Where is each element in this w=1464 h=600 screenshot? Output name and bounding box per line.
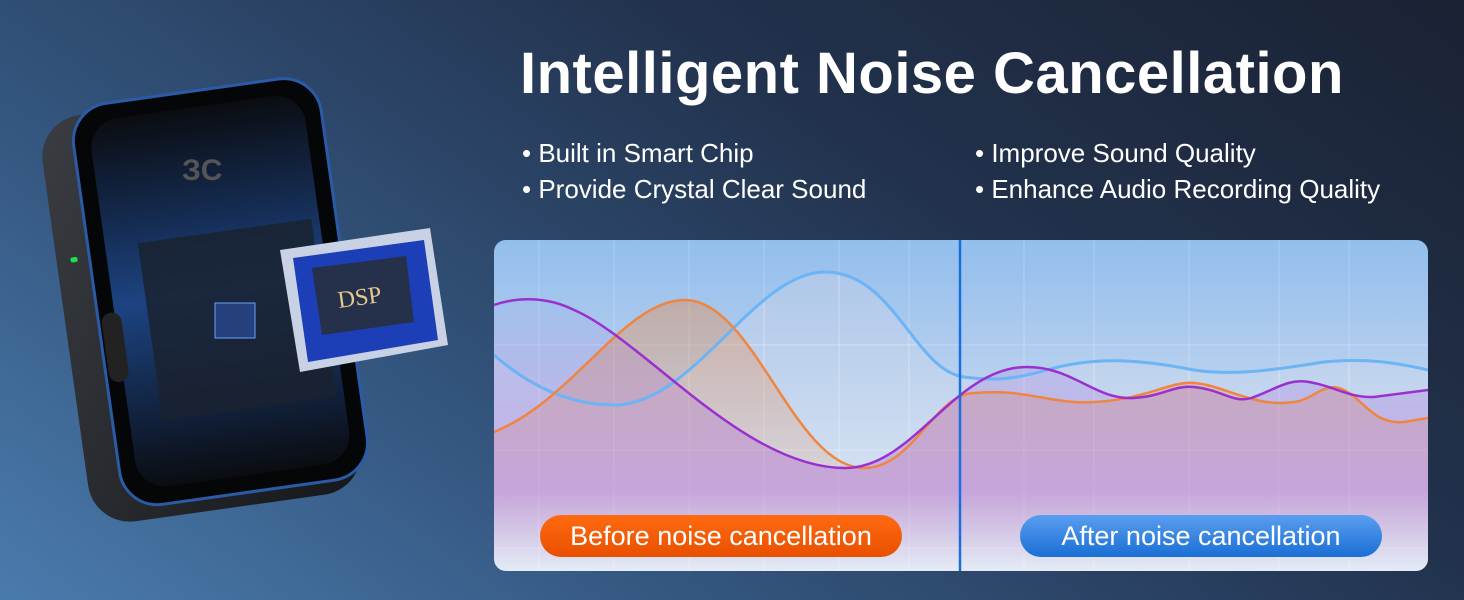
purple-wave bbox=[494, 298, 1428, 470]
feature-item: Improve Sound Quality bbox=[975, 135, 1380, 171]
dsp-chip-icon: DSP bbox=[214, 228, 448, 372]
noise-comparison-panel: Before noise cancellation After noise ca… bbox=[494, 240, 1428, 571]
feature-item: Built in Smart Chip bbox=[522, 135, 866, 171]
feature-item: Enhance Audio Recording Quality bbox=[975, 171, 1380, 207]
after-label: After noise cancellation bbox=[1020, 515, 1382, 557]
waveform-illustration bbox=[494, 240, 1428, 571]
feature-item: Provide Crystal Clear Sound bbox=[522, 171, 866, 207]
svg-text:DSP: DSP bbox=[336, 282, 383, 314]
blue-wave bbox=[494, 270, 1428, 407]
product-logo: ЗC bbox=[182, 154, 222, 187]
before-label: Before noise cancellation bbox=[540, 515, 902, 557]
headline: Intelligent Noise Cancellation bbox=[520, 41, 1344, 106]
feature-list-right: Improve Sound Quality Enhance Audio Reco… bbox=[975, 135, 1380, 207]
product-device-image: ЗC DSP bbox=[42, 77, 448, 522]
feature-list-left: Built in Smart Chip Provide Crystal Clea… bbox=[522, 135, 866, 207]
orange-wave bbox=[494, 298, 1428, 470]
